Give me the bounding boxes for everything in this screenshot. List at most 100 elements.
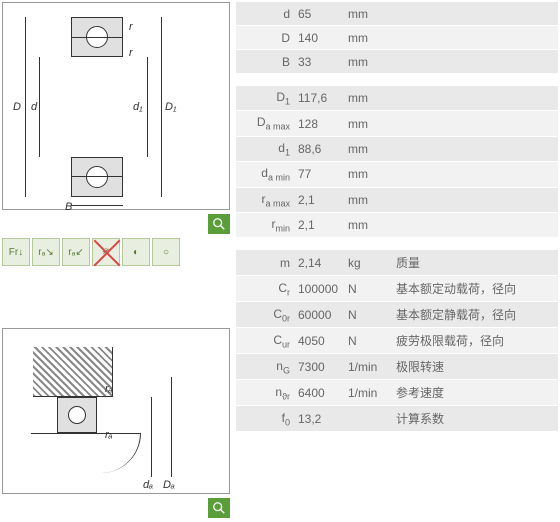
unit-cell: N [348, 304, 390, 326]
dim-D1: D₁ [165, 101, 176, 113]
value-cell: 13,2 [298, 408, 348, 430]
dim-r2: r [129, 47, 133, 59]
symbol-cell: nϑr [236, 381, 298, 405]
description-cell: 极限转速 [390, 354, 558, 379]
value-cell: 60000 [298, 304, 348, 326]
unit-cell [348, 415, 390, 423]
symbol-cell: D [236, 27, 298, 49]
unit-cell: mm [348, 113, 390, 135]
dim-B: B [65, 201, 72, 213]
description-cell: 基本额定动载荷，径向 [390, 276, 558, 301]
symbol-cell: nG [236, 355, 298, 379]
icon-radial-load[interactable]: Fr↓ [2, 238, 30, 266]
value-cell: 2,1 [298, 214, 348, 236]
dim-r1: r [129, 21, 133, 33]
icon-corner-1[interactable]: rₐ↘ [32, 238, 60, 266]
value-cell: 33 [298, 51, 348, 73]
table-row: f013,2 计算系数 [236, 406, 558, 432]
symbol-cell: d [236, 3, 298, 25]
dim-da: dₐ [143, 479, 153, 491]
table-row: Cr100000N基本额定动载荷，径向 [236, 276, 558, 302]
description-cell: 质量 [390, 250, 558, 275]
icon-grease[interactable]: ◐ [122, 238, 150, 266]
unit-cell: 1/min [348, 382, 390, 404]
table-row: rmin2,1mm [236, 213, 558, 238]
performance-table: m2,14kg质量Cr100000N基本额定动载荷，径向C0r60000N基本额… [236, 250, 558, 432]
table-row: Cur4050N疲劳极限载荷，径向 [236, 328, 558, 354]
value-cell: 140 [298, 27, 348, 49]
symbol-cell: da min [236, 162, 298, 186]
unit-cell: mm [348, 3, 390, 25]
description-cell: 疲劳极限载荷，径向 [390, 328, 558, 353]
icon-toolbar: Fr↓ rₐ↘ rₐ↙ ※ ◐ ○ [2, 238, 230, 266]
symbol-cell: Cur [236, 329, 298, 353]
table-row: da min77mm [236, 162, 558, 187]
unit-cell: N [348, 278, 390, 300]
value-cell: 2,1 [298, 189, 348, 211]
value-cell: 6400 [298, 382, 348, 404]
description-cell: 参考速度 [390, 380, 558, 405]
unit-cell: mm [348, 214, 390, 236]
symbol-cell: B [236, 51, 298, 73]
table-row: Da max128mm [236, 111, 558, 136]
table-row: nϑr64001/min参考速度 [236, 380, 558, 406]
symbol-cell: rmin [236, 213, 298, 237]
table-row: B33mm [236, 50, 558, 74]
unit-cell: kg [348, 252, 390, 274]
value-cell: 88,6 [298, 138, 348, 160]
description-cell: 基本额定静载荷，径向 [390, 302, 558, 327]
table-row: D140mm [236, 26, 558, 50]
value-cell: 77 [298, 163, 348, 185]
symbol-cell: Cr [236, 277, 298, 301]
unit-cell: mm [348, 163, 390, 185]
dim-D: D [13, 101, 21, 113]
value-cell: 7300 [298, 356, 348, 378]
left-column: D d d₁ D₁ r r B Fr↓ rₐ↘ rₐ↙ ※ ◐ ○ [0, 0, 230, 522]
zoom-button-1[interactable] [208, 214, 230, 234]
bearing-cross-section-diagram: D d d₁ D₁ r r B [2, 2, 230, 210]
symbol-cell: D1 [236, 86, 298, 110]
unit-cell: mm [348, 138, 390, 160]
unit-cell: mm [348, 51, 390, 73]
table-row: d65mm [236, 2, 558, 26]
description-cell: 计算系数 [390, 406, 558, 431]
main-container: D d d₁ D₁ r r B Fr↓ rₐ↘ rₐ↙ ※ ◐ ○ [0, 0, 560, 522]
right-column: d65mmD140mmB33mm D1117,6mmDa max128mmd18… [230, 0, 560, 522]
principal-dimensions-table: d65mmD140mmB33mm [236, 2, 558, 74]
dim-d1: d₁ [133, 101, 143, 113]
table-row: nG73001/min极限转速 [236, 354, 558, 380]
table-row: ra max2,1mm [236, 188, 558, 213]
table-row: D1117,6mm [236, 86, 558, 111]
icon-not-sealed[interactable]: ※ [92, 238, 120, 266]
mounting-dimensions-table: D1117,6mmDa max128mmd188,6mmda min77mmra… [236, 86, 558, 238]
table-row: m2,14kg质量 [236, 250, 558, 276]
mounting-diagram: rₐ rₐ dₐ Dₐ [2, 328, 230, 494]
unit-cell: N [348, 330, 390, 352]
icon-corner-2[interactable]: rₐ↙ [62, 238, 90, 266]
unit-cell: mm [348, 87, 390, 109]
value-cell: 65 [298, 3, 348, 25]
table-row: d188,6mm [236, 137, 558, 162]
symbol-cell: Da max [236, 111, 298, 135]
table-row: C0r60000N基本额定静载荷，径向 [236, 302, 558, 328]
unit-cell: mm [348, 27, 390, 49]
value-cell: 2,14 [298, 252, 348, 274]
value-cell: 117,6 [298, 87, 348, 109]
magnifier-icon [212, 501, 226, 515]
value-cell: 100000 [298, 278, 348, 300]
symbol-cell: m [236, 252, 298, 274]
zoom-button-2[interactable] [208, 498, 230, 518]
unit-cell: 1/min [348, 356, 390, 378]
magnifier-icon [212, 217, 226, 231]
symbol-cell: d1 [236, 137, 298, 161]
dim-ra2: rₐ [105, 429, 113, 441]
icon-oil[interactable]: ○ [152, 238, 180, 266]
dim-Da: Dₐ [163, 479, 175, 491]
dim-ra1: rₐ [105, 383, 113, 395]
unit-cell: mm [348, 189, 390, 211]
symbol-cell: ra max [236, 188, 298, 212]
symbol-cell: f0 [236, 407, 298, 431]
symbol-cell: C0r [236, 303, 298, 327]
dim-d: d [31, 101, 37, 113]
value-cell: 128 [298, 113, 348, 135]
